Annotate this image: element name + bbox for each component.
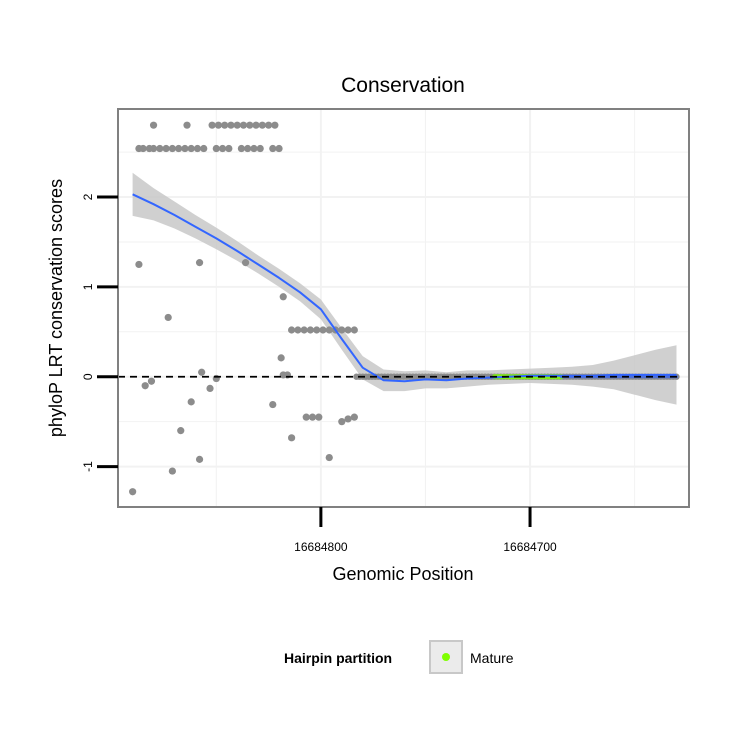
data-point	[168, 144, 176, 153]
data-point	[277, 354, 285, 362]
data-point	[241, 259, 250, 267]
x-tick-label: 16684700	[503, 540, 557, 554]
data-point	[214, 121, 222, 129]
legend: Hairpin partition Mature	[284, 640, 514, 674]
data-point	[193, 144, 202, 153]
data-point	[325, 453, 333, 462]
data-point	[302, 413, 310, 421]
data-point	[181, 144, 189, 153]
x-tick-label: 16684800	[294, 540, 348, 554]
data-point	[294, 326, 302, 334]
data-point	[344, 326, 352, 334]
data-point	[315, 413, 323, 421]
data-point	[264, 121, 273, 129]
y-tick-label: 1	[81, 283, 95, 290]
smooth-line-layer	[132, 193, 677, 383]
y-tick-label: 2	[81, 193, 95, 200]
data-point	[256, 144, 264, 153]
data-point	[218, 144, 227, 153]
data-point	[239, 121, 248, 129]
data-point	[147, 377, 156, 385]
data-point	[195, 455, 204, 463]
data-point	[129, 488, 137, 496]
data-point	[288, 326, 296, 334]
data-point	[258, 121, 266, 129]
data-point	[271, 121, 279, 129]
data-point	[325, 326, 333, 334]
legend-label-mature: Mature	[470, 650, 514, 666]
data-point	[187, 144, 195, 153]
data-point	[200, 144, 208, 153]
data-point	[350, 413, 358, 421]
data-point	[350, 326, 358, 334]
data-point	[246, 121, 254, 129]
x-axis-title: Genomic Position	[332, 564, 473, 584]
smooth-line	[132, 193, 677, 383]
y-axis-title: phyloP LRT conservation scores	[46, 179, 66, 437]
x-axis: 16684800 16684700	[294, 507, 557, 554]
data-point	[313, 326, 321, 334]
data-point	[164, 313, 172, 322]
data-point	[308, 413, 317, 421]
data-point	[250, 144, 258, 153]
legend-key-mature-dot	[442, 653, 450, 661]
confidence-band-layer	[132, 172, 677, 405]
data-point	[269, 144, 277, 153]
data-point	[162, 144, 170, 153]
data-point	[275, 144, 283, 153]
data-point	[306, 326, 315, 334]
data-point	[338, 418, 346, 426]
data-point	[187, 398, 195, 406]
data-point	[344, 415, 352, 423]
confidence-band	[132, 172, 677, 405]
data-point	[244, 144, 252, 153]
data-point	[288, 434, 296, 442]
legend-title: Hairpin partition	[284, 650, 392, 666]
data-point	[149, 121, 158, 129]
y-tick-label: 0	[81, 373, 95, 380]
data-point	[225, 144, 233, 153]
data-point	[183, 121, 191, 129]
data-point	[221, 121, 229, 129]
data-point	[279, 293, 287, 301]
panel-border	[117, 108, 690, 508]
y-axis: -1 0 1 2	[81, 193, 118, 472]
data-point	[156, 144, 164, 153]
data-point	[227, 121, 235, 129]
data-point	[212, 144, 220, 153]
data-point	[208, 121, 216, 129]
data-point	[141, 382, 149, 390]
y-tick-label: -1	[81, 461, 95, 472]
data-point	[237, 144, 246, 153]
data-point	[300, 326, 308, 334]
data-point	[319, 326, 327, 334]
data-point	[252, 121, 260, 129]
data-point	[198, 368, 206, 376]
data-point	[233, 121, 241, 129]
data-point	[175, 144, 183, 153]
data-point	[168, 467, 176, 475]
data-point	[206, 384, 214, 393]
data-point	[135, 260, 143, 269]
chart-title: Conservation	[341, 74, 465, 97]
data-point	[177, 427, 185, 435]
data-point	[338, 326, 346, 334]
data-point	[139, 144, 147, 153]
data-point	[195, 259, 204, 267]
data-point	[149, 144, 158, 153]
data-point	[269, 400, 277, 409]
